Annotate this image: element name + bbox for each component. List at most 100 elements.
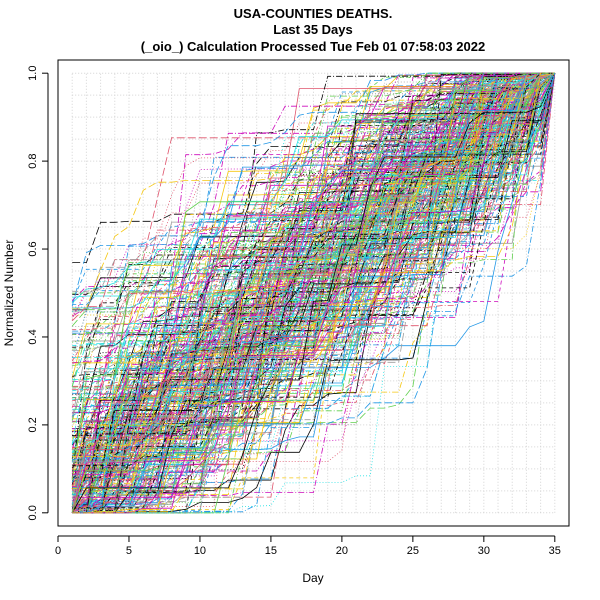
series-line <box>71 72 555 379</box>
series-line <box>71 72 555 387</box>
series-line <box>71 72 555 485</box>
series-line <box>71 72 555 450</box>
x-tick-label: 10 <box>194 545 206 557</box>
series-line <box>72 72 555 511</box>
series-line <box>71 72 555 513</box>
series-line <box>72 72 555 511</box>
series-line <box>72 72 555 509</box>
chart-title-line-2: Last 35 Days <box>273 22 353 37</box>
series-line <box>71 72 555 513</box>
series-line <box>72 73 556 514</box>
x-tick-label: 35 <box>549 545 561 557</box>
series-line <box>72 72 555 364</box>
series-line <box>72 72 556 332</box>
series-line <box>72 72 555 508</box>
series-line <box>72 72 555 309</box>
series-line <box>72 72 555 514</box>
series-line <box>71 72 555 359</box>
series-line <box>72 72 555 514</box>
series-line <box>72 72 555 343</box>
series-line <box>71 72 555 500</box>
series-line <box>72 72 555 514</box>
series-line <box>71 72 555 513</box>
series-line <box>72 72 555 471</box>
series-line <box>72 72 555 514</box>
x-tick-label: 15 <box>265 545 277 557</box>
series-line <box>72 72 555 508</box>
series-line <box>71 72 555 513</box>
series-line <box>72 72 555 512</box>
series-line <box>72 72 555 514</box>
series-line <box>72 73 556 514</box>
series-line <box>72 72 555 381</box>
series-line <box>72 72 555 514</box>
series-line <box>72 73 556 382</box>
series-line <box>72 72 555 309</box>
series-line <box>72 72 555 352</box>
series-line <box>72 72 555 463</box>
series-line <box>72 72 555 514</box>
series-line <box>71 72 555 514</box>
y-tick-label: 0.6 <box>27 241 39 256</box>
series-line <box>72 72 555 514</box>
series-line <box>72 72 555 423</box>
series-line <box>71 72 555 479</box>
series-line <box>71 72 555 513</box>
series-line <box>72 72 556 514</box>
series-line <box>72 73 556 432</box>
y-tick-label: 0.4 <box>27 329 39 344</box>
series-line <box>71 73 556 513</box>
series-line <box>72 72 555 498</box>
series-line <box>71 72 555 454</box>
y-tick-label: 0.2 <box>27 417 39 432</box>
chart-title-line-3: (_oio_) Calculation Processed Tue Feb 01… <box>141 39 485 54</box>
series-line <box>71 72 556 496</box>
series-line <box>71 72 556 513</box>
series-line <box>72 72 555 514</box>
series-line <box>72 72 555 514</box>
series-line <box>72 72 555 514</box>
y-axis: 0.0 0.2 0.4 0.6 0.8 1.0 <box>27 66 49 520</box>
series-line <box>72 72 555 454</box>
series-line <box>72 72 555 514</box>
series-line <box>72 72 555 466</box>
series-line <box>72 72 555 432</box>
series-line <box>72 72 555 513</box>
x-tick-label: 25 <box>407 545 419 557</box>
series-line <box>71 72 555 513</box>
series-line <box>71 72 555 481</box>
x-tick-label: 0 <box>55 545 61 557</box>
series-line <box>72 73 556 449</box>
series-line <box>72 72 555 514</box>
series-line <box>71 72 555 508</box>
series-line <box>72 72 555 392</box>
series-line <box>72 72 555 495</box>
series-line <box>72 72 555 294</box>
series-line <box>72 72 555 467</box>
series-line <box>71 72 556 513</box>
x-axis: 0 5 10 15 20 25 30 35 <box>55 535 561 557</box>
plot-frame <box>57 59 570 527</box>
series-group <box>71 72 556 514</box>
series-line <box>71 72 555 491</box>
series-line <box>72 73 556 513</box>
series-line <box>71 72 555 513</box>
series-line <box>72 72 555 514</box>
x-tick-label: 5 <box>126 545 132 557</box>
series-line <box>72 72 555 462</box>
x-tick-label: 20 <box>336 545 348 557</box>
series-line <box>72 73 556 505</box>
y-axis-label: Normalized Number <box>2 240 16 347</box>
series-line <box>71 72 555 514</box>
series-line <box>71 73 556 514</box>
series-line <box>72 73 556 509</box>
series-line <box>71 72 555 470</box>
series-line <box>71 72 556 513</box>
series-line <box>71 72 555 387</box>
series-line <box>72 72 555 364</box>
y-tick-label: 1.0 <box>27 66 39 81</box>
series-line <box>72 72 555 514</box>
series-line <box>72 72 555 479</box>
series-line <box>72 73 556 514</box>
